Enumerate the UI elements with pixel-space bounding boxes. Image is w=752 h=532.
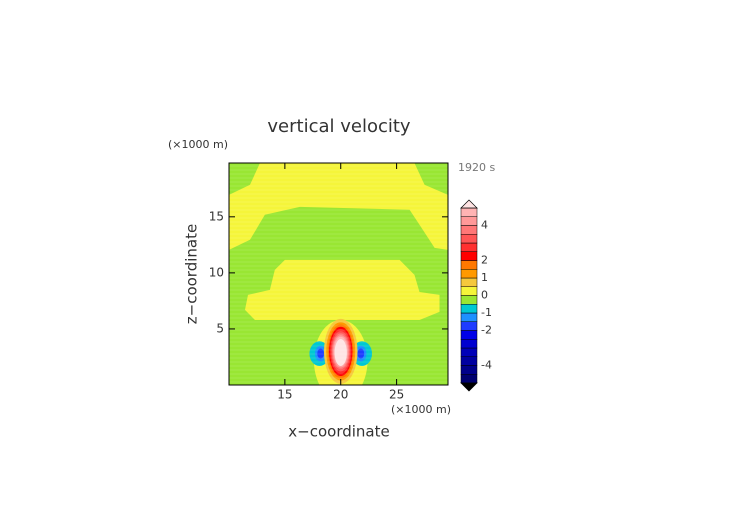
colorbar-over — [460, 199, 478, 209]
colorbar-bin — [460, 260, 478, 270]
colorbar-bin — [460, 251, 478, 261]
colorbar-bin — [460, 269, 478, 279]
colorbar-tick-label: -1 — [481, 306, 492, 319]
colorbar-tick-label: 0 — [481, 289, 488, 302]
colorbar-tick-label: 1 — [481, 271, 488, 284]
colorbar-bin — [460, 321, 478, 331]
colorbar-bin — [460, 330, 478, 340]
colorbar-bin — [460, 295, 478, 305]
colorbar-under — [460, 382, 478, 392]
y-axis-label: z−coordinate — [183, 224, 201, 324]
axes: 15 20 25 5 10 15 -4 -2 -1 0 1 2 4 — [209, 162, 492, 402]
colorbar-bin — [460, 304, 478, 314]
plot-frame — [228, 162, 449, 386]
colorbar-bin — [460, 225, 478, 235]
contour-region — [317, 348, 324, 359]
contour-region — [229, 163, 448, 250]
y-tick-label: 10 — [209, 265, 224, 279]
colorbar-tick-label: 4 — [481, 219, 488, 232]
x-unit: (×1000 m) — [391, 403, 451, 416]
x-tick-label: 20 — [333, 388, 348, 402]
y-tick-label: 15 — [209, 209, 224, 223]
colorbar-bin — [460, 374, 478, 384]
colorbar-bin — [460, 312, 478, 322]
y-unit: (×1000 m) — [168, 138, 228, 151]
colorbar-bin — [460, 286, 478, 296]
colorbar-bin — [460, 339, 478, 349]
x-tick-label: 15 — [277, 388, 292, 402]
x-tick-label: 25 — [389, 388, 404, 402]
colorbar-tick-label: -2 — [481, 324, 492, 337]
contour-region — [334, 339, 347, 366]
colorbar-tick-label: 2 — [481, 254, 488, 267]
contour-region — [357, 348, 365, 359]
colorbar-bin — [460, 365, 478, 375]
colorbar-bin — [460, 234, 478, 244]
contour-region — [244, 259, 440, 320]
contour-field — [229, 163, 448, 385]
colorbar-tick-label: -4 — [481, 359, 492, 372]
colorbar-bin — [460, 207, 478, 217]
chart-title: vertical velocity — [267, 116, 411, 137]
colorbar-bin — [460, 216, 478, 226]
time-label: 1920 s — [458, 161, 495, 174]
colorbar-bin — [460, 347, 478, 357]
colorbar-bin — [460, 242, 478, 252]
x-axis-label: x−coordinate — [288, 423, 389, 441]
colorbar-bin — [460, 277, 478, 287]
colorbar-bin — [460, 356, 478, 366]
y-tick-label: 5 — [216, 321, 224, 335]
